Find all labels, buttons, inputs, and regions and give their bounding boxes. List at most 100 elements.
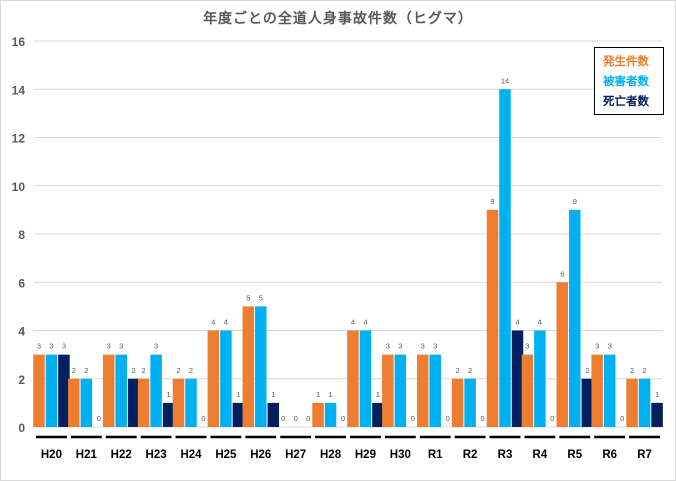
x-tick-label: H26 [250, 449, 271, 461]
y-tick-label: 6 [18, 276, 25, 290]
x-tick-label: H24 [180, 449, 202, 461]
data-label: 2 [642, 366, 646, 375]
x-tick-label: R2 [463, 449, 478, 461]
data-label: 0 [341, 414, 345, 423]
x-tick-label: R5 [567, 449, 582, 461]
data-label: 2 [132, 366, 136, 375]
data-label: 6 [560, 269, 564, 278]
data-label: 1 [316, 390, 320, 399]
bar-H30-victims [394, 354, 407, 427]
data-label: 1 [376, 390, 380, 399]
legend-item-victims: 被害者数 [603, 74, 649, 88]
bar-H26-occurrences [242, 306, 255, 427]
bar-R1-victims [429, 354, 441, 427]
bar-R7-victims [638, 378, 651, 427]
bar-H21-victims [80, 378, 93, 427]
x-tick-label: R4 [533, 449, 548, 461]
data-label: 3 [154, 342, 158, 351]
data-label: 3 [608, 342, 612, 351]
bar-H22-victims [115, 354, 127, 427]
data-label: 2 [456, 366, 460, 375]
bar-H23-occurrences [137, 378, 150, 427]
data-label: 0 [620, 414, 624, 423]
bar-H26-victims [255, 306, 267, 427]
bar-R1-occurrences [416, 354, 429, 427]
y-tick-label: 14 [12, 83, 26, 97]
data-label: 3 [107, 342, 111, 351]
x-tick-label: H21 [76, 449, 98, 461]
data-label: 5 [246, 293, 250, 302]
data-label: 4 [224, 318, 228, 327]
y-axis-ticks: 0 2 4 6 8 10 12 14 16 [12, 35, 26, 435]
x-tick-label: H28 [320, 449, 342, 461]
bar-R7-deaths [651, 402, 663, 427]
data-label: 0 [481, 414, 485, 423]
data-label: 0 [97, 414, 101, 423]
bar-H20-victims [45, 354, 58, 427]
data-label: 14 [501, 76, 509, 85]
y-tick-label: 0 [18, 421, 25, 435]
data-label: 4 [211, 318, 215, 327]
y-tick-label: 8 [18, 228, 25, 242]
y-tick-label: 16 [12, 35, 26, 49]
x-tick-label: H29 [355, 449, 376, 461]
bars [33, 89, 663, 427]
x-tick-label: H30 [390, 449, 411, 461]
bar-H29-occurrences [347, 330, 359, 427]
data-label: 1 [655, 390, 659, 399]
data-label: 3 [595, 342, 599, 351]
bar-R3-victims [499, 89, 511, 427]
bar-H21-occurrences [68, 378, 80, 427]
x-tick-label: R3 [498, 449, 513, 461]
data-label: 2 [84, 366, 88, 375]
bar-H20-occurrences [33, 354, 45, 427]
data-label: 0 [201, 414, 205, 423]
bar-H23-deaths [162, 402, 175, 427]
data-label: 4 [538, 318, 542, 327]
bar-H25-victims [220, 330, 232, 427]
bar-H24-victims [185, 378, 197, 427]
x-tick-label: R7 [637, 449, 652, 461]
data-label: 0 [411, 414, 415, 423]
data-label: 2 [72, 366, 76, 375]
x-axis: H20 H21 H22 H23 H24 H25 H26 H27 H28 H29 H30 R1 R2 R3 R… [36, 435, 660, 461]
data-label: 3 [49, 342, 53, 351]
bar-R4-occurrences [521, 354, 534, 427]
data-label: 3 [62, 342, 66, 351]
bar-R4-victims [534, 330, 546, 427]
data-label: 0 [306, 414, 310, 423]
data-label: 2 [585, 366, 589, 375]
data-label: 1 [271, 390, 275, 399]
bar-H28-occurrences [312, 402, 324, 427]
bar-H28-victims [324, 402, 337, 427]
bar-H22-occurrences [102, 354, 115, 427]
chart-title: 年度ごとの全道人身事故件数（ヒグマ） [203, 11, 473, 27]
bar-H20-deaths [58, 354, 70, 427]
bar-R6-occurrences [591, 354, 603, 427]
data-label: 1 [167, 390, 171, 399]
bar-H22-deaths [127, 378, 140, 427]
x-tick-label: H27 [285, 449, 306, 461]
x-tick-label: H20 [41, 449, 62, 461]
y-tick-label: 10 [12, 180, 26, 194]
bar-H24-occurrences [172, 378, 185, 427]
x-tick-label: H23 [146, 449, 167, 461]
bar-H26-deaths [267, 402, 280, 427]
data-label: 0 [446, 414, 450, 423]
legend: 発生件数 被害者数 死亡者数 [594, 47, 664, 115]
data-label: 0 [294, 414, 298, 423]
bar-R3-occurrences [486, 209, 499, 427]
data-label: 2 [630, 366, 634, 375]
data-label: 2 [189, 366, 193, 375]
data-label: 1 [236, 390, 240, 399]
data-label: 3 [119, 342, 123, 351]
bar-R5-victims [569, 209, 581, 427]
data-label: 0 [550, 414, 554, 423]
bar-R7-occurrences [626, 378, 638, 427]
data-label: 5 [259, 293, 263, 302]
data-label: 0 [281, 414, 285, 423]
legend-item-occurrences: 発生件数 [603, 54, 649, 68]
bar-R6-victims [603, 354, 616, 427]
bar-R5-occurrences [556, 282, 569, 427]
